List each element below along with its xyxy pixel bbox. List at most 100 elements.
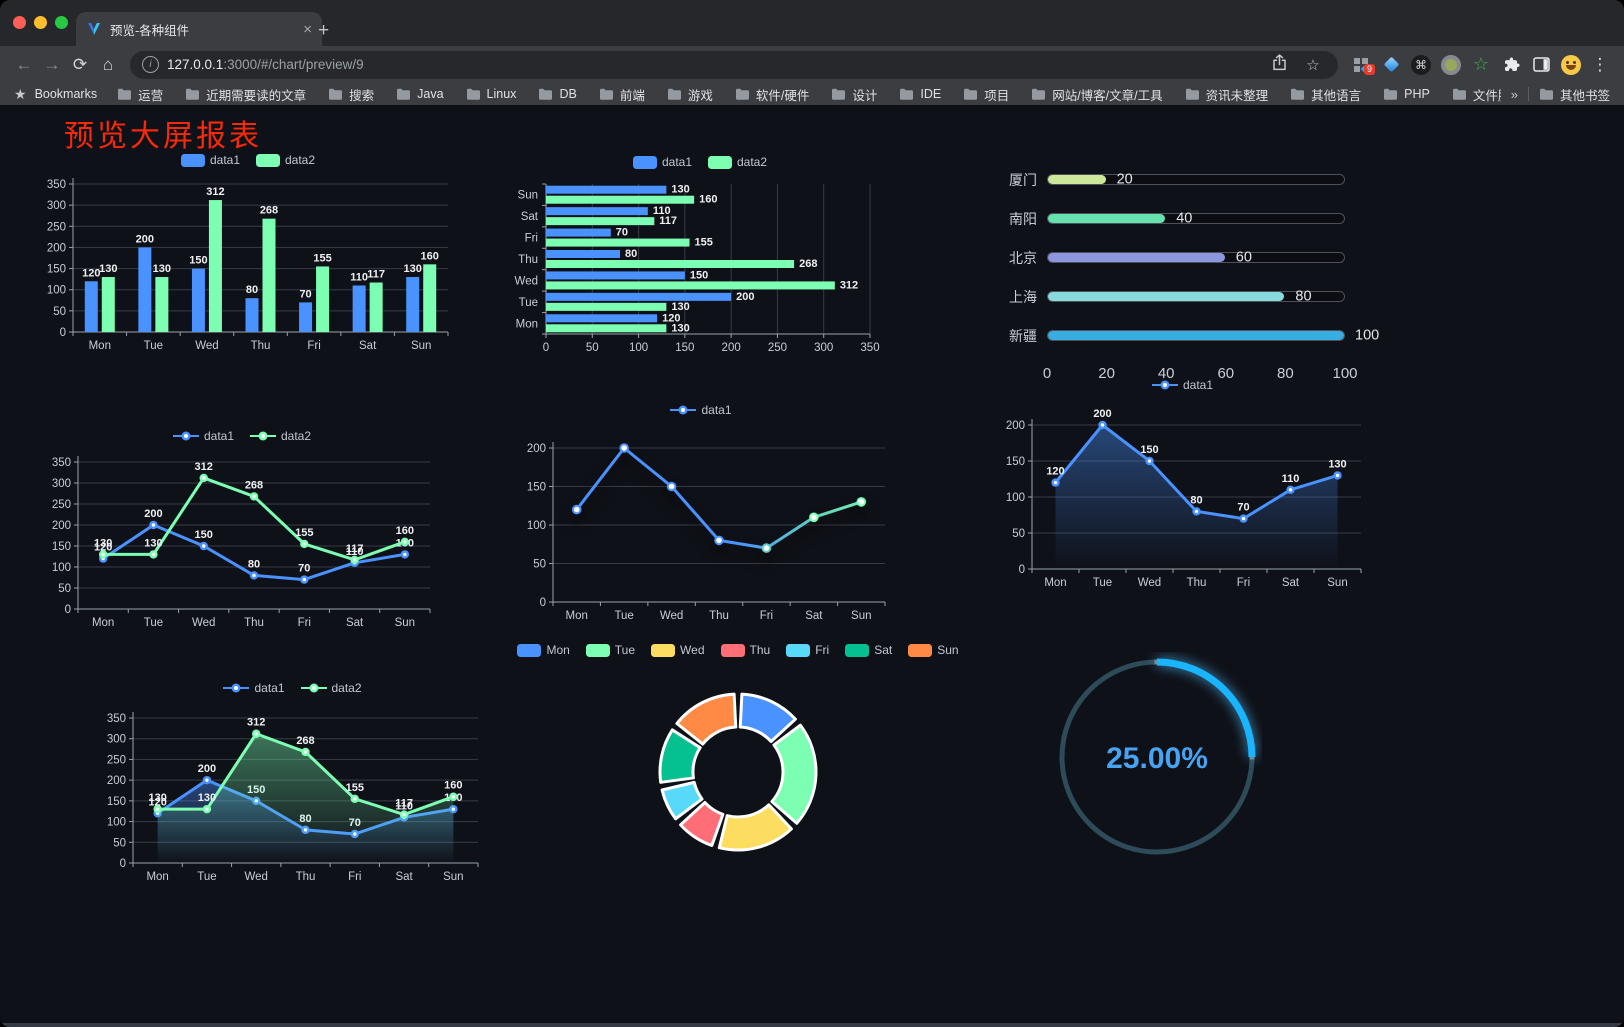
bookmark-folder[interactable]: Java: [396, 85, 444, 104]
zoom-window-button[interactable]: [55, 16, 68, 29]
bookmark-folder[interactable]: PHP: [1383, 85, 1430, 104]
bookmark-label: 资讯未整理: [1205, 88, 1269, 103]
home-button[interactable]: ⌂: [102, 55, 114, 74]
bookmark-label: Java: [417, 87, 444, 101]
chart-canvas[interactable]: 0 50 100 150 200 Mon Tue Wed Thu Fri Sat Sun 120 200 1…: [990, 395, 1375, 589]
other-bookmarks-folder[interactable]: 其他书签: [1539, 85, 1610, 104]
legend-item-mon[interactable]: Mon: [517, 643, 570, 657]
close-window-button[interactable]: [13, 16, 26, 29]
bar-data1-Fri: [299, 302, 313, 332]
chart-pie-donut[interactable]: Mon Tue Wed Thu Fri Sat Sun: [517, 640, 959, 878]
chart-line-area-double[interactable]: data1 data2 0 50 100 150 200 250 300 350 Mon Tue Wed…: [95, 678, 490, 893]
chart-text: Fri: [348, 871, 361, 883]
legend-item-tue[interactable]: Tue: [585, 643, 635, 657]
legend-item-data2[interactable]: data2: [256, 153, 315, 167]
minimize-window-button[interactable]: [34, 16, 47, 29]
chart-text: 50: [113, 837, 126, 849]
bookmark-folder[interactable]: 前端: [599, 85, 645, 104]
legend-item-data1[interactable]: data1: [670, 403, 732, 417]
bookmark-folder[interactable]: 运营: [117, 85, 163, 104]
bookmark-folder[interactable]: 项目: [963, 85, 1009, 104]
bookmark-folder[interactable]: DB: [538, 85, 577, 104]
share-icon[interactable]: [1266, 54, 1292, 75]
bookmarks-star-icon[interactable]: ★: [14, 85, 27, 102]
bookmark-folder[interactable]: Linux: [466, 85, 516, 104]
chart-canvas[interactable]: 0 50 100 150 200 250 300 350 Mon Tue Wed Thu Fri Sat S…: [42, 446, 442, 641]
legend-swatch: [256, 153, 280, 167]
back-button[interactable]: ←: [15, 55, 33, 74]
legend-item-data2[interactable]: data2: [708, 155, 767, 169]
legend-item-wed[interactable]: Wed: [651, 643, 705, 657]
chart-text: Sun: [395, 617, 415, 629]
legend-item-sat[interactable]: Sat: [845, 643, 892, 657]
legend-item-data1[interactable]: data1: [223, 681, 285, 695]
chart-text: 160: [444, 780, 462, 792]
legend-item-data1[interactable]: data1: [1151, 378, 1213, 392]
bookmark-folder[interactable]: 文件服务器: [1452, 85, 1501, 104]
browser-tab[interactable]: 预览-各种组件 ×: [76, 12, 322, 46]
bookmark-folder[interactable]: 其他语言: [1290, 85, 1361, 104]
legend-item-data1[interactable]: data1: [632, 155, 692, 169]
chart-canvas[interactable]: 0 50 100 150 200 Mon Tue Wed Thu Fri Sat Sun: [505, 420, 897, 622]
recorder-extension-icon[interactable]: [1436, 54, 1466, 75]
legend-item-sun[interactable]: Sun: [908, 643, 959, 657]
site-info-icon[interactable]: i: [142, 56, 159, 73]
chart-canvas[interactable]: 0 50 100 150 200 250 300 350 Sun Sat Fri Thu Wed Tue M…: [500, 172, 900, 364]
legend-item-fri[interactable]: Fri: [786, 643, 829, 657]
extension-grid-icon[interactable]: 9: [1346, 57, 1376, 75]
legend-item-data2[interactable]: data2: [300, 681, 362, 695]
chart-text: Wed: [660, 610, 683, 622]
chart-bar-vertical[interactable]: data1 data2 0 50 100 150 200 250 300 350 Mon Tue Wed…: [38, 150, 458, 362]
side-panel-icon[interactable]: [1526, 57, 1556, 72]
chart-canvas[interactable]: [548, 660, 928, 876]
chart-text: 150: [47, 264, 66, 276]
new-tab-button[interactable]: +: [318, 20, 330, 41]
chart-line-area[interactable]: data1 0 50 100 150 200 Mon Tue Wed Thu Fri Sat Sun 12…: [990, 375, 1375, 589]
bookmark-folder[interactable]: 资讯未整理: [1185, 85, 1269, 104]
chart-canvas[interactable]: 0 50 100 150 200 250 300 350 Mon Tue Wed Thu Fri Sat S…: [95, 698, 490, 893]
browser-menu-kebab-icon[interactable]: ⋮: [1591, 55, 1609, 74]
chart-line-gradient[interactable]: data1 0 50 100 150 200 Mon Tue Wed Thu Fri Sat Sun: [505, 400, 897, 622]
folder-icon: [832, 88, 846, 100]
legend-item-thu[interactable]: Thu: [720, 643, 770, 657]
legend-item-data1[interactable]: data1: [180, 153, 240, 167]
chart-text: Thu: [244, 617, 264, 629]
bookmark-folder[interactable]: IDE: [899, 85, 941, 104]
bookmark-folder[interactable]: 软件/硬件: [735, 85, 809, 104]
chart-progress-list[interactable]: 厦门 20 南阳 40 北京 60 上海 80 新疆 100 0 20 40 60 80 100: [995, 160, 1379, 385]
pie-slice-Wed: [717, 803, 793, 852]
profile-avatar[interactable]: [1556, 54, 1586, 75]
progress-fill: [1048, 331, 1344, 340]
bookmarks-overflow-chevron[interactable]: »: [1510, 86, 1518, 102]
chart-bar-horizontal[interactable]: data1 data2 0 50 100 150 200 250 300 350 Sun Sat Fri…: [500, 152, 900, 364]
chart-text: 250: [47, 221, 66, 233]
browser-toolbar: ← → ⟳ ⌂ i 127.0.0.1:3000/#/chart/preview…: [0, 46, 1624, 83]
legend-item-data1[interactable]: data1: [172, 429, 234, 443]
bookmark-folder[interactable]: 游戏: [667, 85, 713, 104]
chart-canvas[interactable]: 25.00%: [1052, 652, 1262, 862]
gem-extension-icon[interactable]: [1376, 56, 1406, 73]
extensions-puzzle-icon[interactable]: [1496, 56, 1526, 73]
legend-line-marker: [223, 683, 250, 693]
legend-item-data2[interactable]: data2: [250, 429, 311, 443]
bookmark-star-icon[interactable]: ☆: [1306, 56, 1320, 74]
chart-text: 155: [694, 237, 712, 249]
forward-button[interactable]: →: [43, 55, 61, 74]
chart-text: 120: [94, 542, 112, 554]
chart-line-basic[interactable]: data1 data2 0 50 100 150 200 250 300 350 Mon Tue Wed…: [42, 426, 442, 641]
url-text[interactable]: 127.0.0.1:3000/#/chart/preview/9: [167, 57, 1258, 72]
bookmark-folder[interactable]: 网站/博客/文章/工具: [1031, 85, 1163, 104]
address-bar[interactable]: i 127.0.0.1:3000/#/chart/preview/9 ☆: [130, 50, 1338, 79]
chart-text: 200: [736, 291, 754, 303]
command-extension-icon[interactable]: ⌘: [1406, 54, 1436, 75]
chart-canvas[interactable]: 0 50 100 150 200 250 300 350 Mon Tue Wed Thu Fri Sat S…: [38, 170, 458, 362]
chart-text: 120: [148, 796, 166, 808]
tab-close-icon[interactable]: ×: [303, 20, 312, 38]
chart-gauge-progress[interactable]: 25.00%: [1052, 652, 1262, 862]
reload-button[interactable]: ⟳: [72, 55, 88, 74]
bookmark-folder[interactable]: 近期需要读的文章: [185, 85, 306, 104]
bookmarks-manager-label[interactable]: Bookmarks: [34, 87, 98, 101]
star-extension-icon[interactable]: ☆: [1472, 54, 1490, 74]
bookmark-folder[interactable]: 设计: [831, 85, 877, 104]
bookmark-folder[interactable]: 搜索: [328, 85, 374, 104]
